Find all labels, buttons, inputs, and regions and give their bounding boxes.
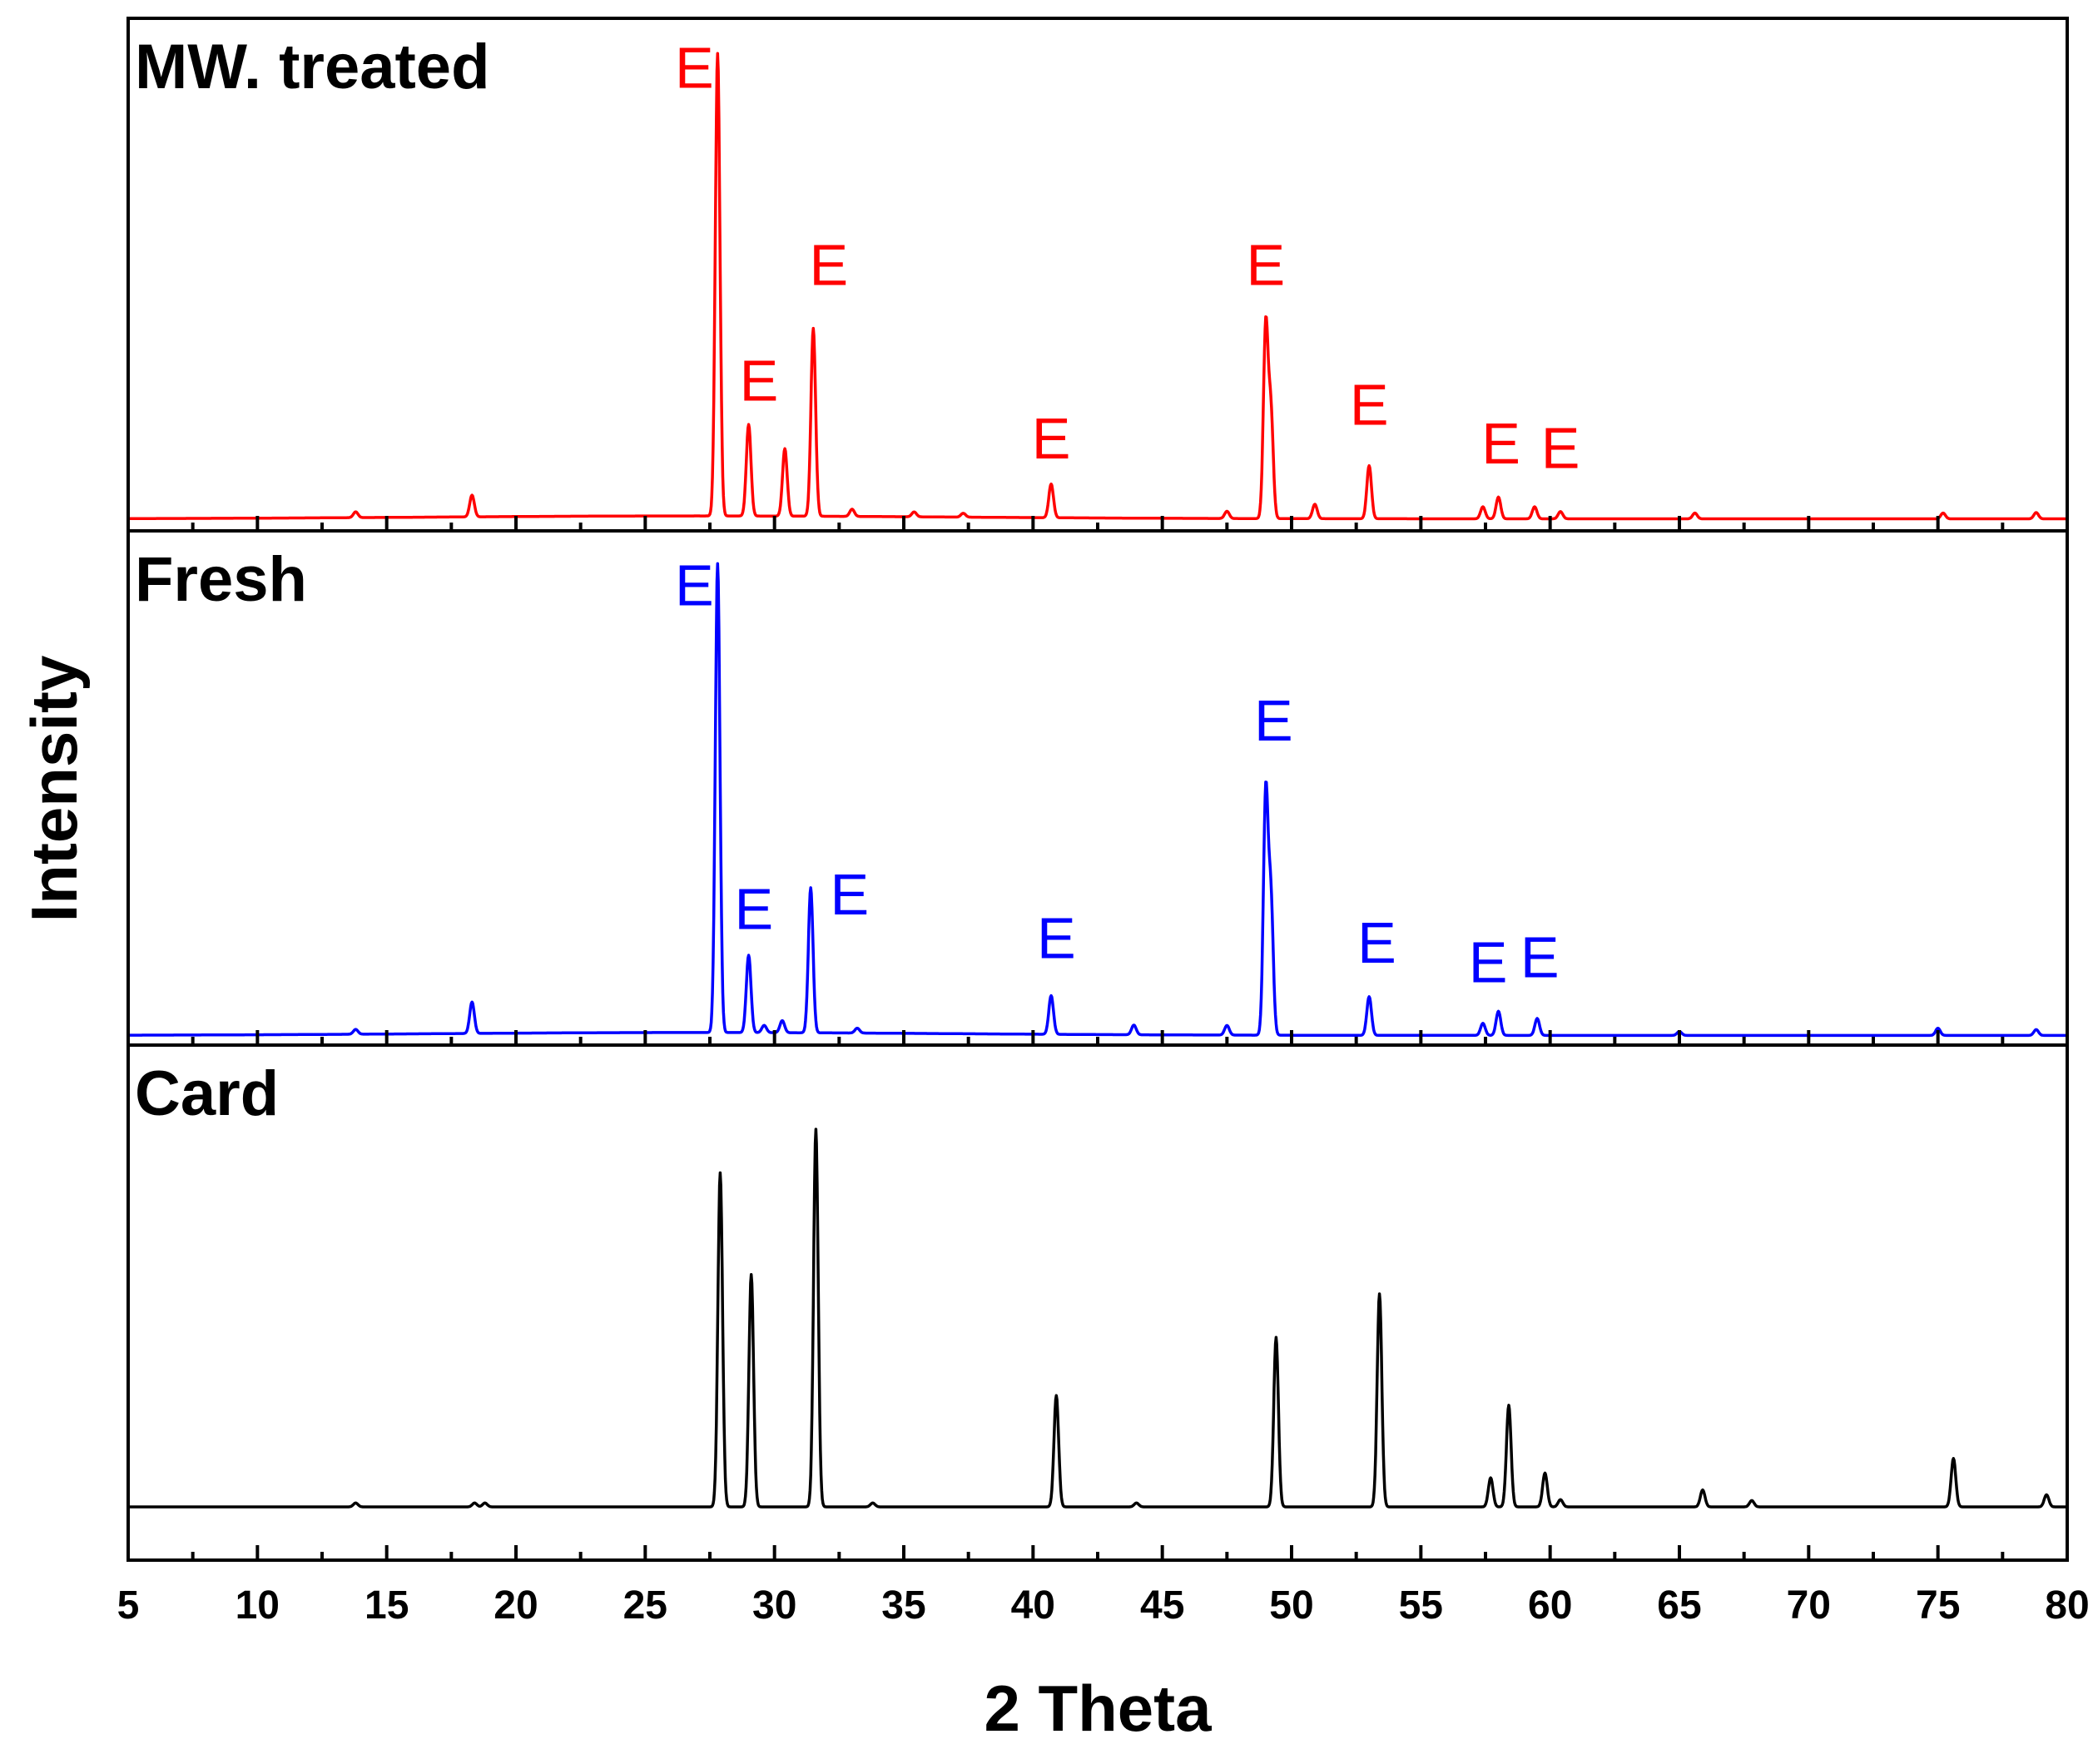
x-tick-label: 45 [1140,1583,1184,1628]
x-tick-label: 55 [1399,1583,1443,1628]
frame-layer [126,17,2069,1562]
x-tick-label: 40 [1011,1583,1055,1628]
peak-label: E [1481,411,1520,476]
x-tick-label: 15 [365,1583,409,1628]
panel-card: Card [126,1058,2069,1560]
peak-label: E [1469,930,1508,995]
panel-title: Fresh [135,544,307,615]
peak-label: E [810,233,849,298]
series-line-fresh [127,562,2068,1038]
peak-label: E [675,552,714,617]
x-tick-label: 25 [623,1583,667,1628]
series-line-mw-treated [127,52,2068,521]
peak-label: E [1247,233,1286,298]
peak-label: E [675,35,714,100]
peak-label: E [1037,905,1076,970]
x-tick-label: 10 [236,1583,280,1628]
panel-title: Card [135,1058,279,1129]
peak-label: E [830,862,869,927]
peak-label: E [1520,925,1560,990]
peak-label: E [734,877,773,942]
peak-label: E [1541,416,1580,481]
x-tick-label: 20 [494,1583,538,1628]
x-tick-label: 35 [881,1583,925,1628]
peak-label: E [1357,910,1396,975]
peak-label: E [740,349,779,414]
y-axis-title: Intensity [17,656,91,923]
x-tick-label: 70 [1787,1583,1831,1628]
x-tick-label: 5 [117,1583,140,1628]
x-axis-title: 2 Theta [984,1672,1212,1745]
panel-title: MW. treated [135,32,490,102]
x-axis: 5 10 15 20 25 30 35 40 45 50 55 60 65 70 75 80 [117,1583,2090,1628]
x-tick-label: 60 [1528,1583,1572,1628]
x-tick-label: 65 [1657,1583,1701,1628]
peak-label: E [1254,688,1293,753]
x-tick-label: 80 [2045,1583,2089,1628]
x-tick-label: 30 [752,1583,796,1628]
peak-label: E [1032,406,1071,471]
x-tick-label: 75 [1916,1583,1960,1628]
x-tick-label: 50 [1269,1583,1313,1628]
peak-label: E [1350,373,1389,438]
plot-frame [126,17,2069,1562]
series-line-card [127,1127,2068,1509]
